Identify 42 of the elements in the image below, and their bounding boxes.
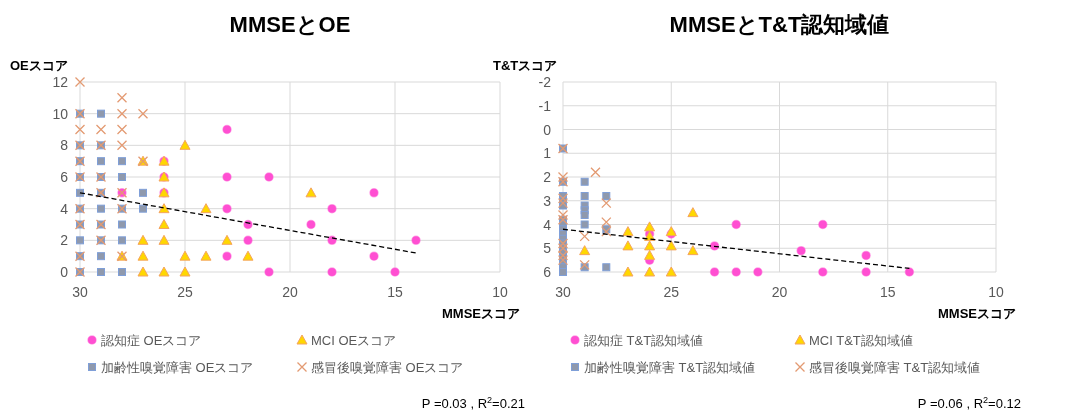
x-tick-label: 15 [387, 284, 403, 300]
x-tick-label: 10 [492, 284, 508, 300]
x-tick-label: 10 [988, 284, 1004, 300]
y-tick-label: 5 [543, 240, 552, 257]
chart-title: MMSEとOE [229, 12, 351, 37]
y-tick-label: -2 [538, 74, 552, 90]
text: P =0.03 , R$^{2}$=0.21 [421, 395, 525, 411]
y-tick-label: 6 [543, 264, 552, 280]
x-tick-label: 30 [555, 284, 571, 300]
y-tick-label: 4 [60, 200, 69, 217]
y-tick-label: 1 [543, 145, 552, 162]
y-tick-label: 6 [60, 169, 69, 185]
y-tick-label: 3 [543, 192, 552, 209]
legend-label: 感冒後嗅覚障害 T&T認知域値 [809, 360, 981, 375]
y-tick-label: 0 [60, 264, 69, 280]
x-tick-label: 20 [282, 284, 298, 300]
legend-label: 認知症 T&T認知域値 [584, 333, 704, 348]
x-axis-title: MMSEスコア [938, 306, 1016, 321]
y-tick-label: 2 [543, 169, 552, 185]
x-axis-title: MMSEスコア [442, 306, 520, 321]
x-tick-label: 25 [177, 284, 193, 300]
y-tick-label: -1 [538, 97, 552, 114]
legend-label: 加齢性嗅覚障害 OEスコア [101, 360, 254, 375]
y-tick-label: 10 [52, 105, 69, 122]
legend-label: 認知症 OEスコア [101, 333, 202, 348]
y-tick-label: 4 [543, 216, 552, 233]
y-tick-label: 0 [543, 121, 552, 138]
text: P =0.06 , R$^{2}$=0.12 [917, 395, 1021, 411]
legend-label: 感冒後嗅覚障害 OEスコア [311, 360, 464, 375]
x-tick-label: 20 [771, 284, 788, 300]
y-axis-title: OEスコア [10, 58, 68, 73]
y-axis-title: T&Tスコア [493, 58, 558, 73]
x-tick-label: 15 [879, 284, 896, 300]
legend-label: 加齢性嗅覚障害 T&T認知域値 [584, 360, 756, 375]
chart-title: MMSEとT&T認知域値 [669, 12, 890, 37]
legend-label: MCI T&T認知域値 [809, 333, 913, 348]
y-tick-label: 2 [60, 232, 69, 249]
x-tick-label: 30 [72, 284, 88, 300]
legend-label: MCI OEスコア [311, 333, 397, 348]
x-tick-label: 25 [663, 284, 680, 300]
y-tick-label: 12 [52, 74, 69, 90]
y-tick-label: 8 [60, 137, 69, 154]
